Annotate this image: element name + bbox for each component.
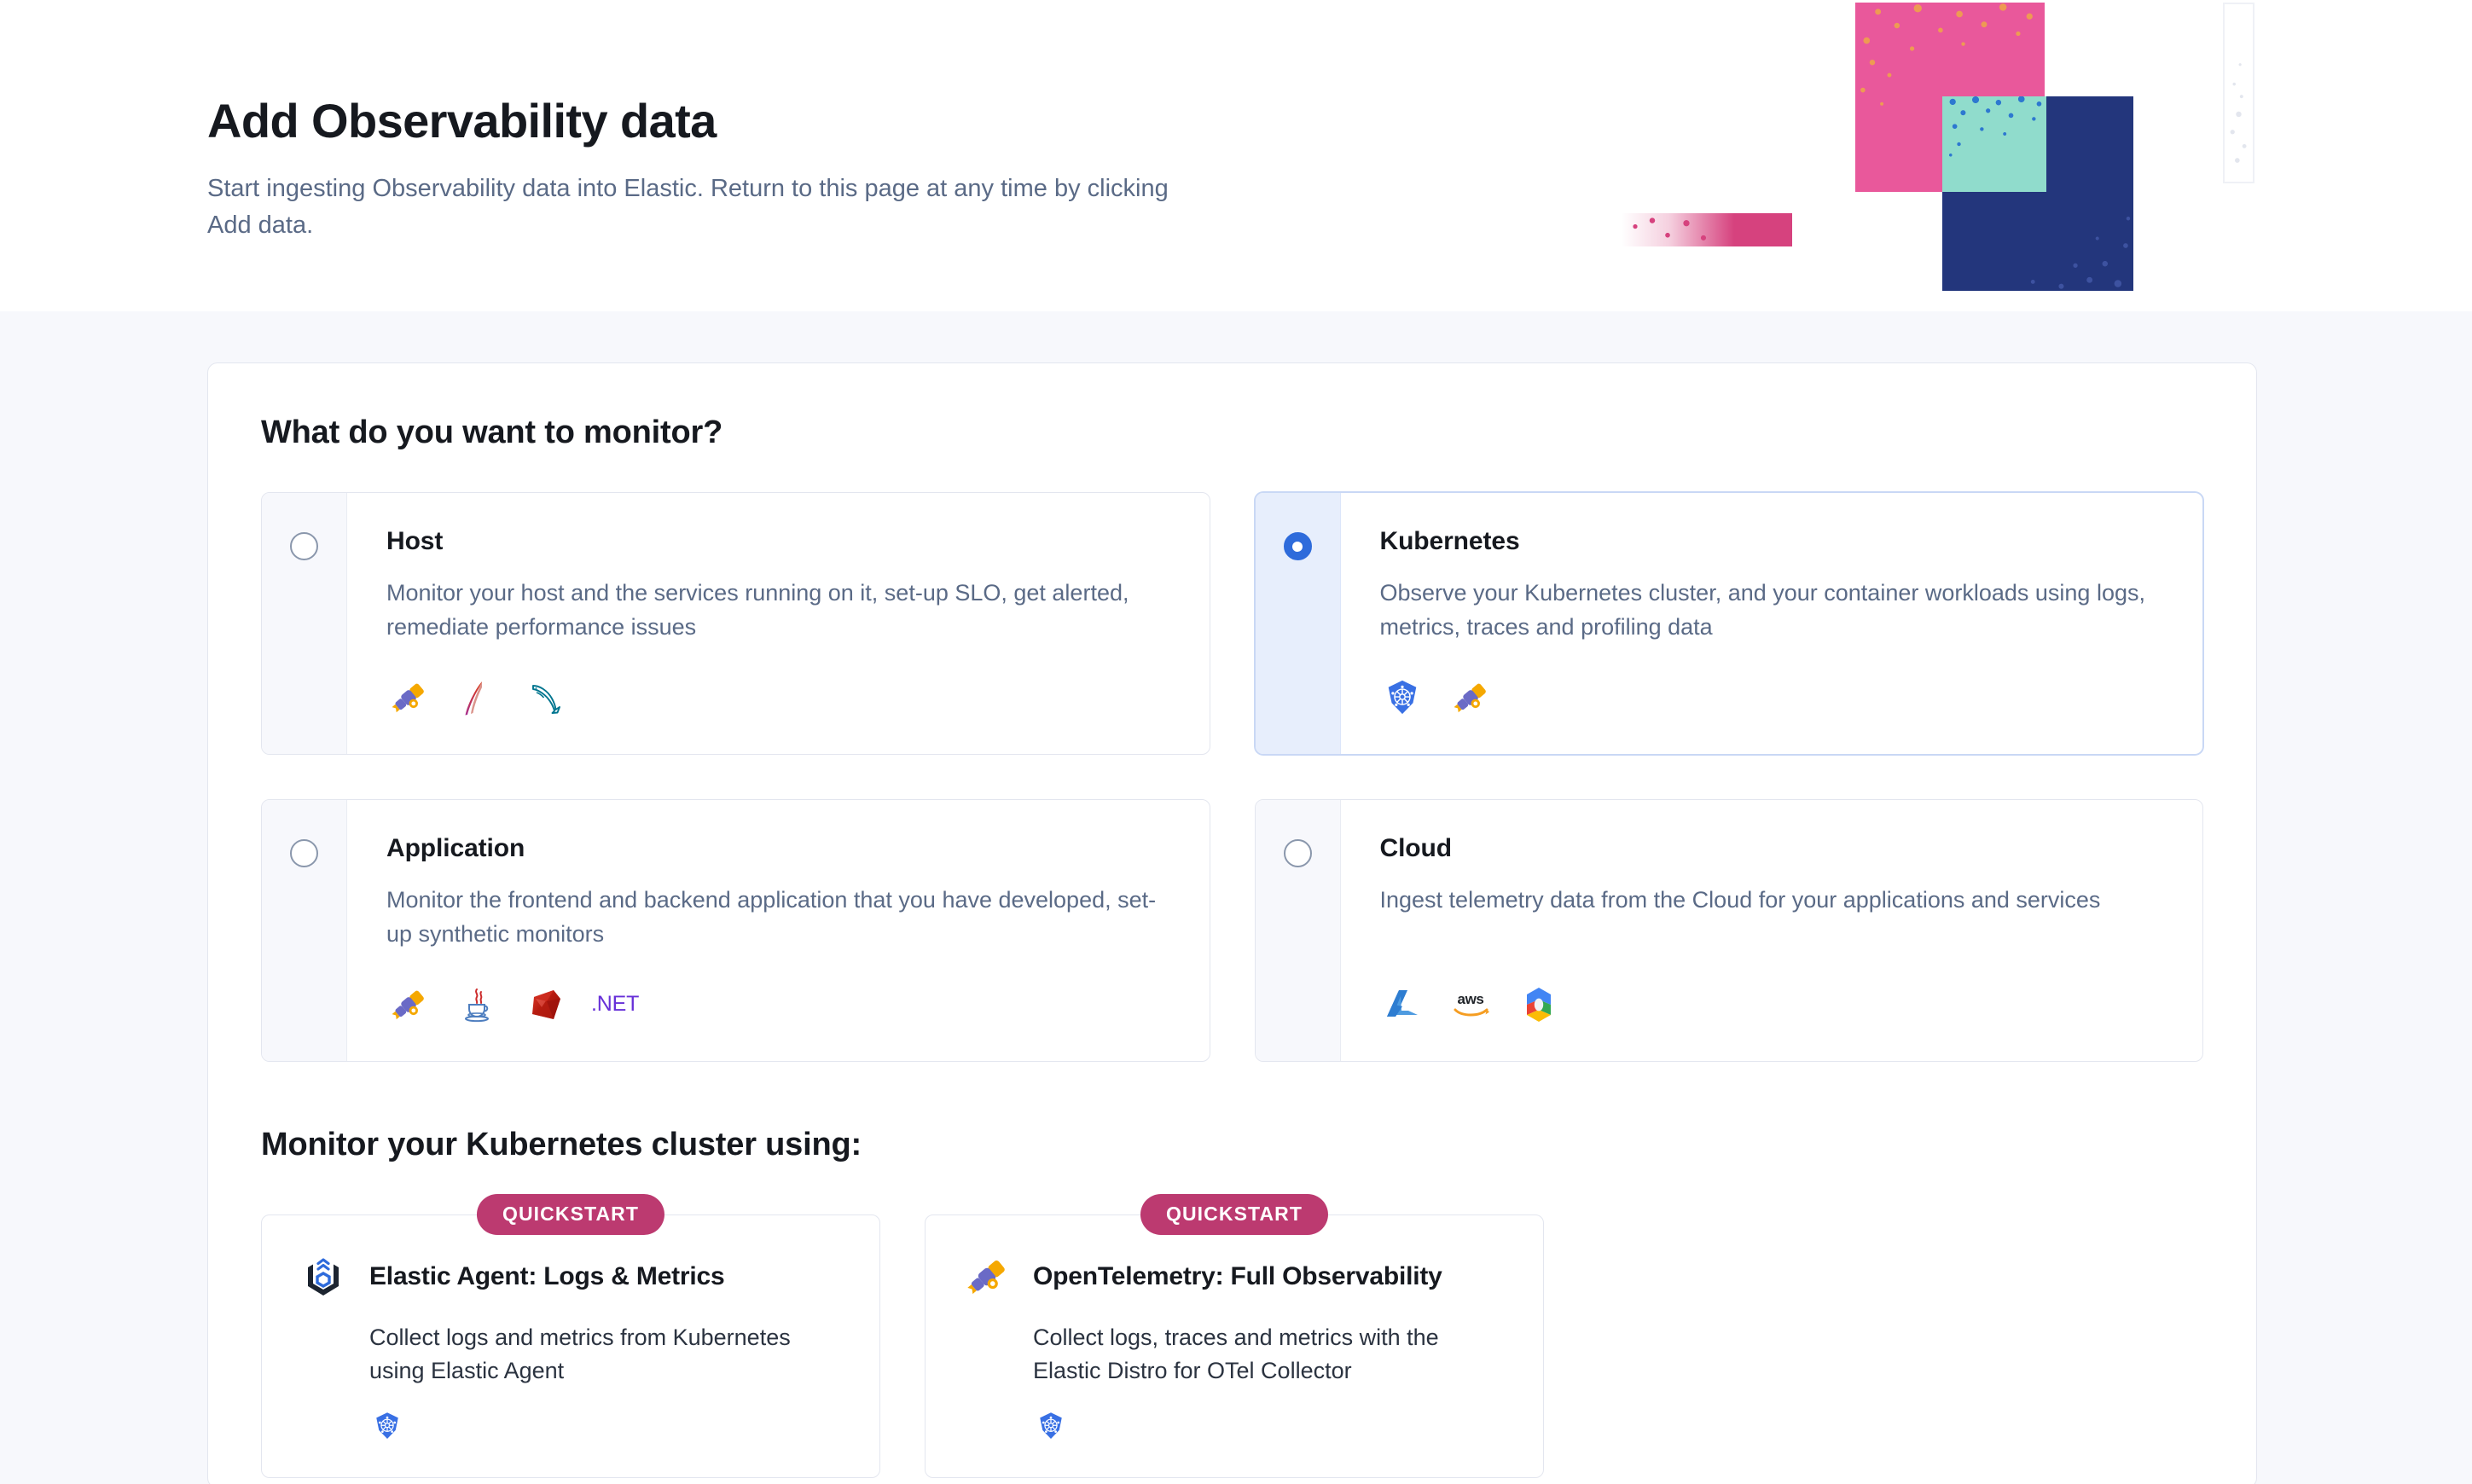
tech-row-application: .NET xyxy=(386,981,1170,1029)
tech-row-kubernetes xyxy=(1380,674,2164,722)
quickstart-description-opentelemetry: Collect logs, traces and metrics with th… xyxy=(1033,1325,1439,1384)
quickstart-tech-opentelemetry xyxy=(1033,1407,1506,1445)
card-body-host: Host Monitor your host and the services … xyxy=(347,493,1210,754)
card-body-kubernetes: Kubernetes Observe your Kubernetes clust… xyxy=(1341,493,2203,754)
mysql-icon xyxy=(523,675,567,720)
quickstart-title-elastic-agent: Elastic Agent: Logs & Metrics xyxy=(369,1262,725,1290)
quickstart-card-opentelemetry[interactable]: QUICKSTART xyxy=(925,1194,1544,1478)
radio-cloud[interactable] xyxy=(1283,839,1312,867)
radio-rail-cloud[interactable] xyxy=(1255,800,1341,1061)
quickstart-grid: QUICKSTART Elastic Agent: Logs & Metrics… xyxy=(261,1194,2203,1478)
card-title-kubernetes: Kubernetes xyxy=(1379,527,1520,555)
radio-application[interactable] xyxy=(290,839,318,867)
decorative-teal-speckle xyxy=(1942,96,2046,165)
svg-text:aws: aws xyxy=(1457,991,1483,1007)
tech-row-cloud: aws xyxy=(1380,981,2164,1029)
elastic-agent-icon xyxy=(298,1251,349,1302)
apache-icon xyxy=(455,675,499,720)
quickstart-badge: QUICKSTART xyxy=(1140,1194,1329,1235)
radio-host[interactable] xyxy=(290,532,318,560)
radio-rail-host[interactable] xyxy=(262,493,347,754)
quickstart-description-elastic-agent: Collect logs and metrics from Kubernetes… xyxy=(369,1325,791,1384)
decorative-pink-bar xyxy=(1622,213,1792,246)
dotnet-label: .NET xyxy=(591,992,640,1017)
category-card-application[interactable]: Application Monitor the frontend and bac… xyxy=(261,799,1210,1062)
card-title-cloud: Cloud xyxy=(1379,834,1453,862)
card-body-application: Application Monitor the frontend and bac… xyxy=(347,800,1210,1061)
kubernetes-icon xyxy=(1380,675,1425,720)
opentelemetry-icon xyxy=(386,983,431,1027)
decorative-navy-speckle xyxy=(2005,200,2133,291)
azure-icon xyxy=(1380,983,1425,1027)
page-header: Add Observability data Start ingesting O… xyxy=(0,0,2472,311)
opentelemetry-icon xyxy=(1448,675,1493,720)
card-title-host: Host xyxy=(386,527,444,555)
tech-row-host xyxy=(386,674,1170,722)
category-card-cloud[interactable]: Cloud Ingest telemetry data from the Clo… xyxy=(1254,799,2203,1062)
opentelemetry-icon xyxy=(386,675,431,720)
category-card-kubernetes[interactable]: Kubernetes Observe your Kubernetes clust… xyxy=(1254,492,2203,755)
aws-icon: aws xyxy=(1448,983,1493,1027)
ruby-icon xyxy=(523,983,567,1027)
java-icon xyxy=(455,983,499,1027)
opentelemetry-icon xyxy=(961,1251,1013,1302)
decorative-gray-strip xyxy=(2223,3,2254,183)
quickstart-badge: QUICKSTART xyxy=(476,1194,665,1235)
quickstart-card-elastic-agent[interactable]: QUICKSTART Elastic Agent: Logs & Metrics… xyxy=(261,1194,880,1478)
card-description-kubernetes: Observe your Kubernetes cluster, and you… xyxy=(1379,580,2146,640)
kubernetes-icon xyxy=(369,1408,405,1444)
card-description-application: Monitor the frontend and backend applica… xyxy=(386,887,1157,947)
card-description-host: Monitor your host and the services runni… xyxy=(386,580,1129,640)
gcp-icon xyxy=(1517,983,1561,1027)
page-subtitle: Start ingesting Observability data into … xyxy=(207,174,1169,239)
page-title: Add Observability data xyxy=(207,94,717,148)
kubernetes-icon xyxy=(1033,1408,1069,1444)
radio-rail-application[interactable] xyxy=(262,800,347,1061)
card-description-cloud: Ingest telemetry data from the Cloud for… xyxy=(1379,887,2101,913)
category-card-host[interactable]: Host Monitor your host and the services … xyxy=(261,492,1210,755)
header-text-block: Add Observability data Start ingesting O… xyxy=(207,94,1274,244)
card-title-application: Application xyxy=(386,834,525,862)
quickstart-section-heading: Monitor your Kubernetes cluster using: xyxy=(261,1127,862,1162)
main-panel: What do you want to monitor? Host Monito… xyxy=(207,362,2257,1484)
quickstart-title-opentelemetry: OpenTelemetry: Full Observability xyxy=(1033,1262,1442,1290)
monitor-section-heading: What do you want to monitor? xyxy=(261,414,723,450)
quickstart-tech-elastic-agent xyxy=(369,1407,842,1445)
card-body-cloud: Cloud Ingest telemetry data from the Clo… xyxy=(1341,800,2203,1061)
monitor-category-grid: Host Monitor your host and the services … xyxy=(261,492,2203,1062)
radio-kubernetes[interactable] xyxy=(1283,532,1312,560)
radio-rail-kubernetes[interactable] xyxy=(1255,493,1341,754)
quickstart-card-header-opentelemetry: OpenTelemetry: Full Observability xyxy=(961,1251,1506,1302)
quickstart-card-header-elastic-agent: Elastic Agent: Logs & Metrics xyxy=(298,1251,842,1302)
content-area: What do you want to monitor? Host Monito… xyxy=(0,311,2472,1484)
